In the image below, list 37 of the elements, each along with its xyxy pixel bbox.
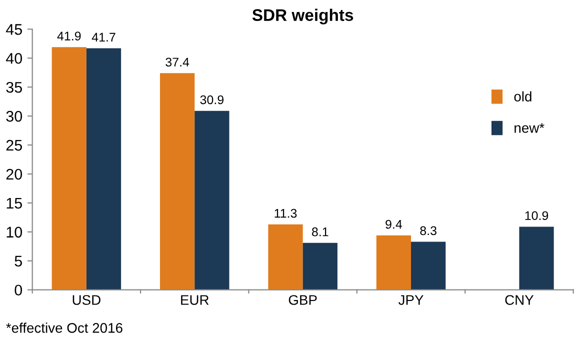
- bar: [519, 226, 554, 290]
- bar: [52, 47, 86, 290]
- chart-title: SDR weights: [252, 8, 354, 24]
- bar: [194, 110, 230, 290]
- y-tick-label: 5: [14, 256, 22, 267]
- x-tick-label: CNY: [505, 295, 534, 305]
- y-tick-label: 25: [6, 140, 22, 151]
- y-tick-label: 10: [6, 226, 22, 238]
- bar: [411, 242, 446, 290]
- x-tick-label: JPY: [398, 295, 424, 305]
- legend-label: old: [514, 91, 532, 102]
- y-tick-label: 45: [6, 24, 22, 35]
- data-label: 9.4: [386, 220, 402, 229]
- bar: [268, 224, 303, 290]
- x-tick-label: EUR: [181, 295, 209, 305]
- data-label: 8.3: [420, 226, 436, 236]
- x-tick-label: USD: [72, 295, 100, 305]
- bar: [86, 48, 122, 290]
- data-label: 41.7: [92, 32, 116, 42]
- y-tick-label: 40: [6, 52, 22, 64]
- data-label: 41.9: [57, 32, 81, 40]
- y-tick-label: 35: [6, 82, 22, 93]
- data-label: 8.1: [312, 227, 328, 236]
- y-tick-label: 30: [6, 110, 22, 122]
- y-tick-label: 20: [6, 168, 22, 180]
- data-label: 10.9: [525, 211, 548, 220]
- data-label: 11.3: [274, 208, 297, 218]
- text: *effective Oct 2016: [6, 322, 122, 333]
- bar: [302, 242, 338, 290]
- bar: [376, 235, 412, 290]
- y-tick-label: 0: [14, 284, 22, 296]
- y-tick-label: 15: [6, 198, 22, 209]
- bar: [160, 73, 195, 290]
- data-label: 37.4: [166, 58, 190, 67]
- x-tick-label: GBP: [288, 295, 317, 305]
- data-label: 30.9: [200, 95, 224, 104]
- legend-label: new*: [514, 123, 544, 133]
